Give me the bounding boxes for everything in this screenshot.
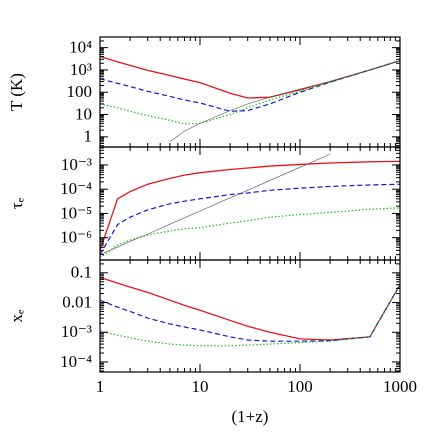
panel-frame bbox=[99, 259, 401, 373]
panel-frame bbox=[99, 36, 401, 148]
data-line bbox=[99, 276, 401, 341]
y-tick-label: 0.01 bbox=[62, 292, 92, 311]
y-tick-label: 10⁻³ bbox=[61, 155, 92, 174]
data-line bbox=[99, 207, 401, 259]
y-tick-label: 10⁻⁴ bbox=[60, 352, 92, 371]
data-line bbox=[99, 153, 331, 255]
y-axis-label: T (K) bbox=[7, 73, 26, 111]
y-tick-label: 10³ bbox=[70, 60, 92, 79]
y-axis-label: τₑ bbox=[7, 197, 26, 209]
data-line bbox=[99, 183, 401, 255]
data-line bbox=[169, 60, 401, 143]
data-line bbox=[99, 284, 401, 342]
data-line bbox=[99, 55, 401, 99]
x-tick-label: 10 bbox=[192, 377, 209, 396]
x-tick-label: 1000 bbox=[383, 377, 417, 396]
x-axis-label: (1+z) bbox=[232, 407, 269, 426]
y-tick-label: 10⁻⁵ bbox=[60, 203, 92, 222]
y-tick-label: 10⁻³ bbox=[61, 322, 92, 341]
x-tick-label: 1 bbox=[96, 377, 105, 396]
data-line bbox=[99, 284, 401, 347]
y-tick-label: 10⁻⁶ bbox=[60, 228, 92, 247]
y-axis-label: xₑ bbox=[7, 309, 26, 323]
data-line bbox=[99, 160, 401, 251]
data-line bbox=[99, 60, 401, 112]
y-tick-label: 10⁴ bbox=[69, 38, 92, 57]
x-tick-label: 100 bbox=[287, 377, 313, 396]
y-tick-label: 0.1 bbox=[71, 263, 92, 282]
y-tick-label: 10 bbox=[75, 104, 92, 123]
y-tick-label: 1 bbox=[84, 127, 93, 146]
panel-frame bbox=[99, 146, 401, 261]
y-tick-label: 10⁻⁴ bbox=[60, 179, 92, 198]
y-tick-label: 100 bbox=[67, 82, 93, 101]
